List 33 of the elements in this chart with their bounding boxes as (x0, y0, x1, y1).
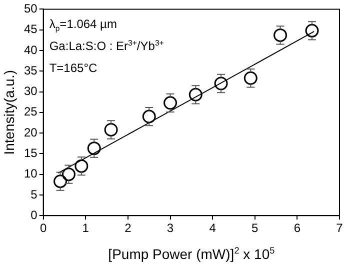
x-tick-label: 3 (166, 221, 174, 236)
y-tick-label: 40 (24, 42, 38, 57)
x-tick-label: 7 (336, 221, 344, 236)
y-tick-label: 25 (24, 104, 38, 119)
y-tick-label: 15 (24, 146, 38, 160)
y-tick-label: 10 (24, 166, 38, 181)
y-tick-label: 45 (24, 22, 38, 36)
x-tick-label: 6 (294, 221, 301, 236)
y-tick-label: 30 (24, 84, 38, 98)
x-tick-label: 5 (252, 221, 259, 236)
y-tick-label: 5 (30, 187, 38, 202)
y-tick-label: 0 (30, 208, 38, 222)
x-tick-label: 0 (40, 221, 48, 236)
annotation: T=165°C (49, 61, 98, 76)
x-tick-label: 1 (82, 221, 90, 236)
point (164, 96, 178, 110)
point (62, 168, 76, 182)
point (274, 28, 288, 42)
y-tick-label: 50 (24, 2, 38, 16)
x-tick-label: 4 (209, 221, 216, 236)
x-tick-label: 2 (124, 221, 132, 236)
y-tick-label: 35 (24, 63, 38, 78)
point (104, 122, 118, 136)
point (87, 142, 101, 156)
point (244, 71, 258, 85)
point (54, 174, 68, 188)
y-axis-title: Intensity(a.u.) (1, 70, 17, 155)
y-tick-label: 20 (24, 125, 38, 140)
point (74, 159, 88, 173)
point (305, 24, 319, 38)
point (142, 110, 156, 124)
point (188, 88, 202, 102)
point (214, 76, 228, 90)
